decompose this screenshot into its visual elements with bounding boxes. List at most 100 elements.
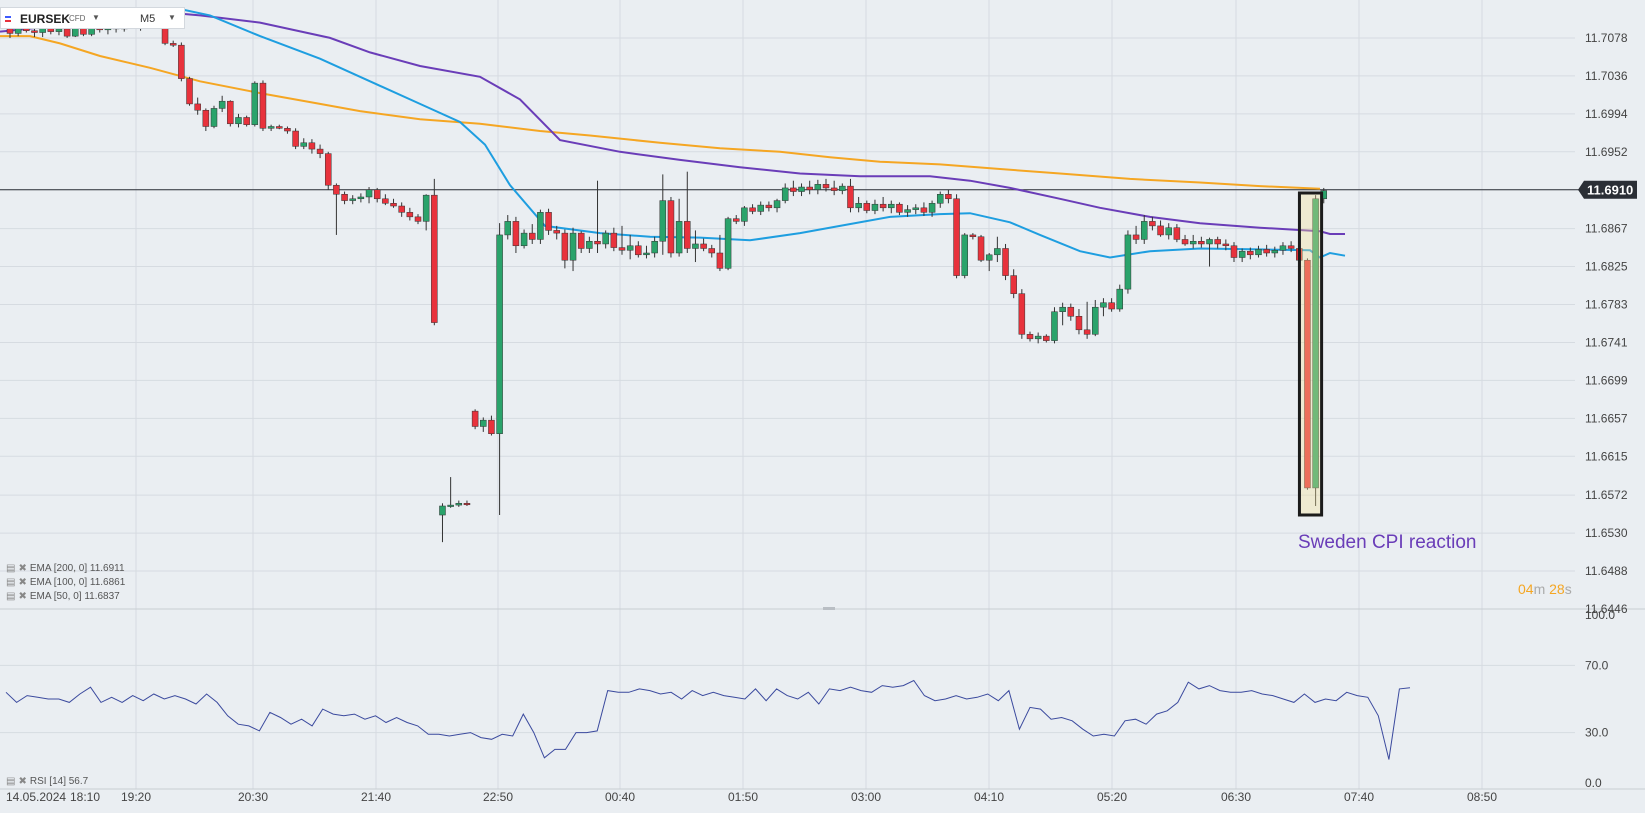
candle [520,229,528,249]
candle-body [700,243,707,249]
candle-body [390,203,397,207]
candle-body [267,126,275,129]
time-tick-label: 22:50 [483,790,513,804]
candle [1092,299,1099,337]
ema200-line [0,35,1321,190]
candle-body [635,245,642,256]
candle-body [1173,227,1181,240]
candle-body [569,232,577,261]
candle [357,193,365,203]
candle [316,144,324,159]
candle [936,191,944,208]
candle [553,225,560,240]
candle [830,180,838,196]
candle-body [1238,250,1246,258]
candle-body [218,100,226,109]
close-icon[interactable]: ✖ [18,563,27,574]
candle [455,500,463,507]
price-tag-shape [1578,180,1637,199]
candle [398,202,405,217]
candle [480,417,487,432]
time-tick-label: 00:40 [605,790,635,804]
candle-body [382,198,389,204]
candle [1043,334,1050,343]
candle [1222,239,1230,251]
candle [1312,195,1319,506]
candle-body [537,212,544,240]
candle [471,409,479,430]
candle-body [936,194,944,204]
candle [169,40,177,47]
candle [178,42,185,82]
list-icon[interactable]: ▤ [6,591,16,602]
price-tick-label: 11.7078 [1585,31,1628,45]
candle [577,231,585,253]
candle-body [1043,335,1050,341]
candle-body [896,203,903,213]
overlay: Sweden CPI reaction 11.6910 [1297,180,1637,553]
close-icon[interactable]: ✖ [18,577,27,588]
chevron-down-icon[interactable]: ▼ [168,13,176,22]
countdown-seconds-unit: s [1564,581,1572,597]
candle-body [235,117,242,125]
candle [1181,234,1189,246]
candle-body [1026,334,1034,340]
candle-body [1075,315,1083,331]
candle-body [1230,245,1238,258]
candle-body [920,207,928,213]
time-tick-label: 01:50 [728,790,758,804]
candle-body [1018,293,1026,335]
timeframe-label[interactable]: M5 [140,13,156,25]
price-tick-label: 11.6952 [1585,145,1628,159]
candle [1059,302,1066,326]
price-tick-label: 11.6615 [1585,449,1628,463]
candle [463,500,471,506]
candle [659,174,667,255]
candle [994,236,1001,263]
candle [667,196,675,258]
candle [202,108,210,132]
candle [1002,243,1009,281]
candle-body [839,185,846,191]
candle-body [708,248,716,254]
rsi-tick-label: 0.0 [1585,776,1602,790]
candle [651,236,658,258]
candle [1051,307,1058,344]
candle [488,415,495,436]
close-icon[interactable]: ✖ [18,591,27,602]
ema-lines [0,7,1346,259]
candle-body [790,187,797,192]
chevron-down-icon[interactable]: ▼ [92,13,100,22]
candle [790,180,797,197]
candle [610,227,618,252]
list-icon[interactable]: ▤ [6,577,16,588]
candle-body [953,198,960,276]
instrument-selector[interactable]: EURSEK CFD ▼ M5 ▼ [0,7,185,29]
candle-body [463,503,471,506]
candle-body [55,28,63,32]
cpi-highlight-box [1297,191,1324,517]
price-tick-label: 11.6825 [1585,260,1628,274]
candle [545,208,552,235]
candle-body [1222,243,1230,247]
candle [724,216,732,271]
price-tick-label: 11.6657 [1585,411,1628,425]
ema50-line [0,7,1346,259]
list-icon[interactable]: ▤ [6,563,16,574]
candle [1124,230,1132,294]
candle [439,503,446,543]
panel-resize-handle[interactable] [823,607,835,610]
candle [341,191,348,205]
candle [1279,242,1287,255]
candle-body [871,203,879,211]
candle-body [675,221,683,254]
candle [749,204,756,215]
candle-body [341,194,348,201]
candle-body [178,44,185,79]
candle-body [186,78,193,105]
list-icon[interactable]: ▤ [6,776,16,787]
candle [569,227,577,272]
close-icon[interactable]: ✖ [18,776,27,787]
